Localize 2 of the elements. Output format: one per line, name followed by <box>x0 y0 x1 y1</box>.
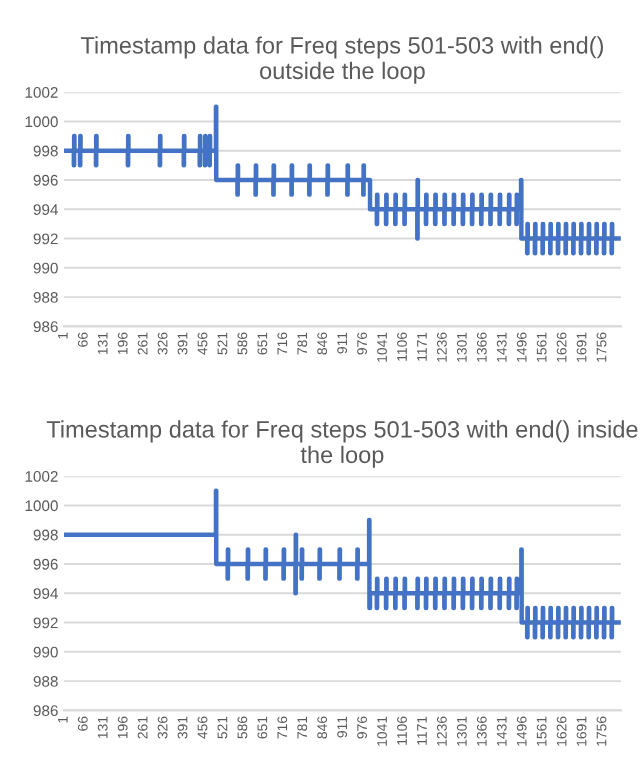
chart-title: Timestamp data for Freq steps 501-503 with end() inside the loop <box>46 420 638 468</box>
chart-title: Timestamp data for Freq steps 501-503 with end() outside the loop <box>80 36 603 84</box>
